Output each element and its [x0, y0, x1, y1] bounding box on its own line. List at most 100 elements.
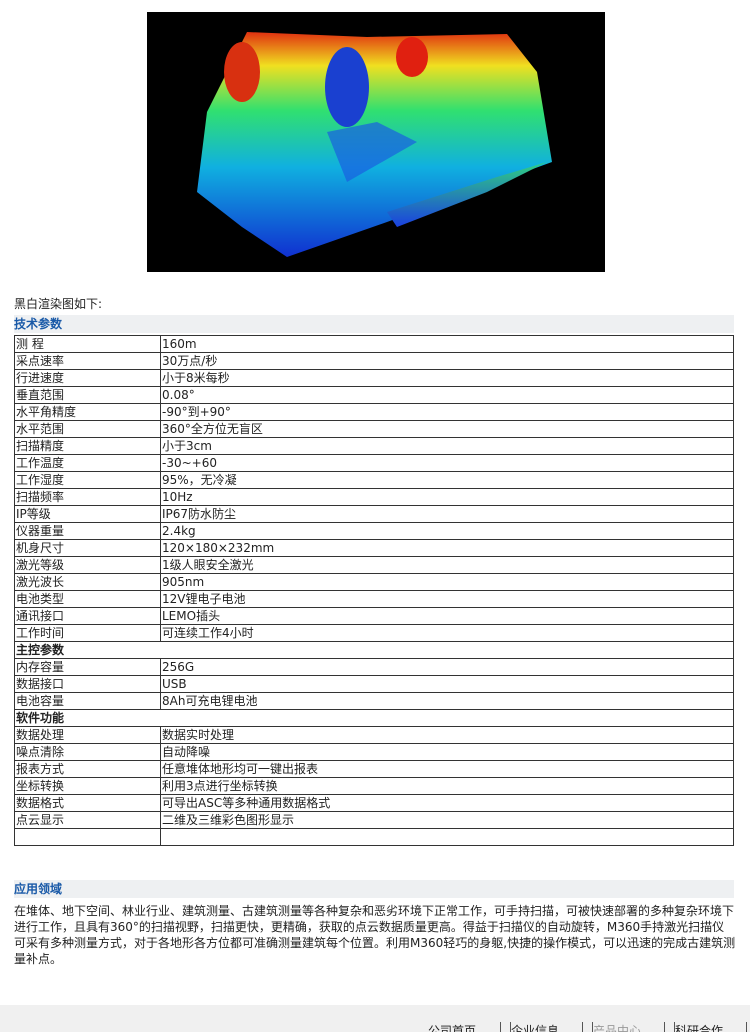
label-cell: 激光等级	[14, 556, 161, 574]
value-cell: 95%，无冷凝	[160, 471, 734, 489]
table-row: 噪点清除 自动降噪	[14, 743, 734, 761]
value-cell: 任意堆体地形均可一键出报表	[160, 760, 734, 778]
paragraph: 在堆体、地下空间、林业行业、建筑测量、古建筑测量等各种复杂和恶劣环境下正常工作，…	[14, 904, 736, 966]
label-cell: 报表方式	[14, 760, 161, 778]
value-cell: 905nm	[160, 573, 734, 591]
value-cell: 利用3点进行坐标转换	[160, 777, 734, 795]
label-cell: 坐标转换	[14, 777, 161, 795]
table-row: 激光波长 905nm	[14, 573, 734, 591]
value-cell: 小于8米每秒	[160, 369, 734, 387]
separator	[746, 1022, 747, 1032]
label-cell: 仪器重量	[14, 522, 161, 540]
value-cell: 256G	[160, 658, 734, 676]
empty-cell	[14, 828, 161, 846]
table-row: 数据接口 USB	[14, 675, 734, 693]
table-row: 坐标转换 利用3点进行坐标转换	[14, 777, 734, 795]
table-row: 工作湿度 95%，无冷凝	[14, 471, 734, 489]
label-cell: 数据接口	[14, 675, 161, 693]
footer: 公司首页企业信息产品中心科研合作服务	[0, 1005, 750, 1032]
section-title: 应用领域	[14, 880, 734, 898]
label-cell: IP等级	[14, 505, 161, 523]
label-cell: 通讯接口	[14, 607, 161, 625]
footer-link[interactable]: 产品中心	[592, 1022, 641, 1032]
table-row: 测 程 160m	[14, 335, 734, 353]
table-row: 水平范围 360°全方位无盲区	[14, 420, 734, 438]
table-row: 扫描频率 10Hz	[14, 488, 734, 506]
table-row: 行进速度 小于8米每秒	[14, 369, 734, 387]
section-title: 技术参数	[14, 315, 734, 333]
table-row: 电池类型 12V锂电子电池	[14, 590, 734, 608]
value-cell: 160m	[160, 335, 734, 353]
value-cell: 小于3cm	[160, 437, 734, 455]
value-cell: 可导出ASC等多种通用数据格式	[160, 794, 734, 812]
label-cell: 激光波长	[14, 573, 161, 591]
label-cell: 工作时间	[14, 624, 161, 642]
table-row: 点云显示 二维及三维彩色图形显示	[14, 811, 734, 829]
value-cell: 二维及三维彩色图形显示	[160, 811, 734, 829]
value-cell: 12V锂电子电池	[160, 590, 734, 608]
value-cell: -90°到+90°	[160, 403, 734, 421]
table-row: 垂直范围 0.08°	[14, 386, 734, 404]
table-row: 扫描精度 小于3cm	[14, 437, 734, 455]
footer-link[interactable]: 科研合作	[674, 1022, 723, 1032]
table-row: 软件功能	[14, 709, 734, 727]
table-row: 工作时间 可连续工作4小时	[14, 624, 734, 642]
table-section: 软件功能	[14, 709, 734, 727]
table-row: 激光等级 1级人眼安全激光	[14, 556, 734, 574]
label-cell: 水平范围	[14, 420, 161, 438]
separator	[582, 1022, 583, 1032]
value-cell: 2.4kg	[160, 522, 734, 540]
label-cell: 电池容量	[14, 692, 161, 710]
value-cell: -30~+60	[160, 454, 734, 472]
value-cell: 数据实时处理	[160, 726, 734, 744]
table-row: 通讯接口 LEMO插头	[14, 607, 734, 625]
table-row: IP等级 IP67防水防尘	[14, 505, 734, 523]
table-row: 内存容量 256G	[14, 658, 734, 676]
value-cell: USB	[160, 675, 734, 693]
table-row: 工作温度 -30~+60	[14, 454, 734, 472]
point-cloud-image	[147, 12, 605, 272]
spec-table: 测 程 160m 采点速率 30万点/秒 行进速度 小于8米每秒 垂直范围 0.08° 水平角精…	[14, 335, 734, 846]
footer-link[interactable]: 公司首页	[428, 1024, 477, 1032]
value-cell: 自动降噪	[160, 743, 734, 761]
separator	[500, 1022, 501, 1032]
value-cell: LEMO插头	[160, 607, 734, 625]
empty-cell	[160, 828, 734, 846]
value-cell: 360°全方位无盲区	[160, 420, 734, 438]
value-cell: 120×180×232mm	[160, 539, 734, 557]
value-cell: IP67防水防尘	[160, 505, 734, 523]
label-cell: 机身尺寸	[14, 539, 161, 557]
caption: 黑白渲染图如下:	[14, 297, 103, 311]
value-cell: 8Ah可充电锂电池	[160, 692, 734, 710]
table-row: 仪器重量 2.4kg	[14, 522, 734, 540]
label-cell: 采点速率	[14, 352, 161, 370]
table-row: 采点速率 30万点/秒	[14, 352, 734, 370]
table-row: 电池容量 8Ah可充电锂电池	[14, 692, 734, 710]
value-cell: 1级人眼安全激光	[160, 556, 734, 574]
label-cell: 数据处理	[14, 726, 161, 744]
label-cell: 测 程	[14, 335, 161, 353]
label-cell: 行进速度	[14, 369, 161, 387]
label-cell: 工作温度	[14, 454, 161, 472]
separator	[664, 1022, 665, 1032]
table-row: 数据格式 可导出ASC等多种通用数据格式	[14, 794, 734, 812]
label-cell: 数据格式	[14, 794, 161, 812]
label-cell: 内存容量	[14, 658, 161, 676]
label-cell: 水平角精度	[14, 403, 161, 421]
label-cell: 噪点清除	[14, 743, 161, 761]
table-row	[14, 828, 734, 846]
footer-link[interactable]: 企业信息	[510, 1022, 559, 1032]
table-row: 水平角精度 -90°到+90°	[14, 403, 734, 421]
value-cell: 30万点/秒	[160, 352, 734, 370]
table-row: 主控参数	[14, 641, 734, 659]
table-row: 报表方式 任意堆体地形均可一键出报表	[14, 760, 734, 778]
label-cell: 扫描频率	[14, 488, 161, 506]
value-cell: 0.08°	[160, 386, 734, 404]
table-row: 数据处理 数据实时处理	[14, 726, 734, 744]
label-cell: 点云显示	[14, 811, 161, 829]
table-section: 主控参数	[14, 641, 734, 659]
value-cell: 可连续工作4小时	[160, 624, 734, 642]
label-cell: 工作湿度	[14, 471, 161, 489]
label-cell: 垂直范围	[14, 386, 161, 404]
